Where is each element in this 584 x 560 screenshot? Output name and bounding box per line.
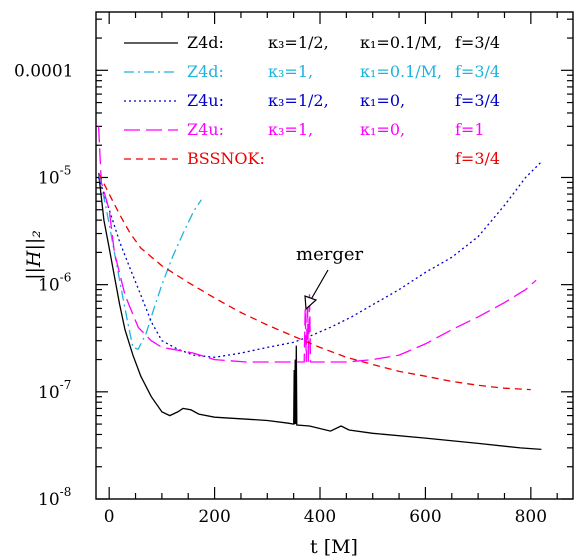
- y-tick-exponent: -7: [60, 378, 72, 392]
- merger-annotation: merger: [296, 244, 364, 311]
- y-tick-label: 10-5: [38, 163, 71, 188]
- merger-arrow-head: [304, 295, 318, 311]
- y-tick-label: 10-8: [38, 485, 71, 510]
- y-axis-title-text: ||H||₂: [23, 230, 45, 280]
- y-tick-exponent: -8: [60, 485, 72, 499]
- legend-k1: κ₁=0.1/M,: [360, 33, 442, 52]
- y-tick-exponent: -5: [60, 163, 72, 177]
- merger-label: merger: [296, 244, 364, 265]
- legend: Z4d: κ₃=1/2, κ₁=0.1/M, f=3/4 Z4d: κ₃=1, κ₁=0.1…: [124, 33, 500, 168]
- legend-name: Z4d:: [187, 33, 224, 52]
- axis-ticks: [96, 12, 573, 500]
- legend-k3: κ₃=1,: [268, 62, 313, 81]
- legend-name: Z4u:: [187, 91, 224, 110]
- merger-arrow-shaft: [308, 269, 329, 304]
- legend-f: f=1: [455, 120, 485, 139]
- y-tick-exponent: -6: [60, 271, 72, 285]
- legend-f: f=3/4: [455, 62, 500, 81]
- x-tick-label: 800: [515, 507, 547, 527]
- series-z4u-k3-half: [97, 161, 542, 358]
- legend-k1: κ₁=0.1/M,: [360, 62, 442, 81]
- legend-f: f=3/4: [455, 149, 500, 168]
- legend-f: f=3/4: [455, 33, 500, 52]
- legend-name: Z4u:: [187, 120, 224, 139]
- legend-name: BSSNOK:: [187, 149, 265, 168]
- y-axis-title: ||H||₂: [23, 230, 45, 280]
- series-z4d-k3-half: [97, 172, 542, 451]
- y-tick-label: 0.0001: [14, 61, 73, 81]
- legend-name: Z4d:: [187, 62, 224, 81]
- legend-k1: κ₁=0,: [360, 91, 405, 110]
- legend-f: f=3/4: [455, 91, 500, 110]
- x-tick-label: 200: [198, 507, 230, 527]
- series-lines: [97, 126, 542, 451]
- legend-k3: κ₃=1/2,: [268, 33, 329, 52]
- x-axis-title: t [M]: [310, 536, 358, 558]
- series-z4d-k3-one: [97, 172, 202, 350]
- plot-frame: [95, 11, 574, 500]
- legend-k3: κ₃=1/2,: [268, 91, 329, 110]
- series-bssnok: [98, 172, 531, 391]
- x-tick-label: 0: [104, 507, 115, 527]
- x-tick-label: 600: [409, 507, 441, 527]
- x-tick-label: 400: [304, 507, 336, 527]
- legend-k3: κ₃=1,: [268, 120, 313, 139]
- legend-k1: κ₁=0,: [360, 120, 405, 139]
- y-tick-label: 10-7: [38, 378, 71, 403]
- series-z4u-k3-one: [97, 126, 537, 363]
